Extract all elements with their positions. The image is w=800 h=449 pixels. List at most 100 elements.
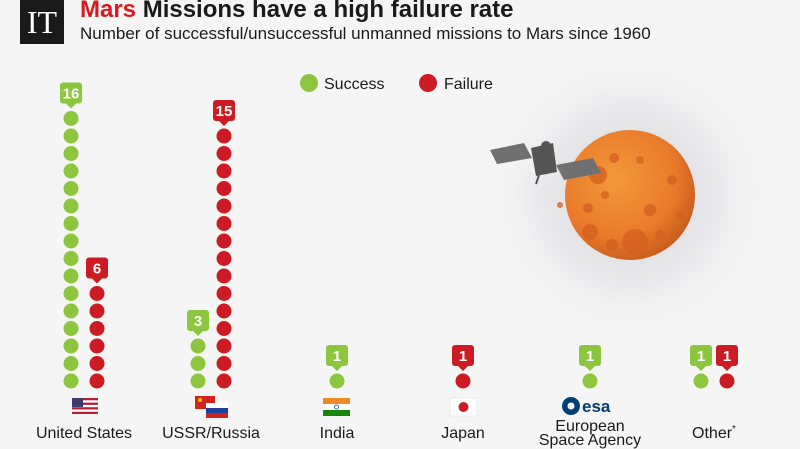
dot-japan-failure [455, 373, 471, 389]
category-labels: United States USSR/Russia India Japan Europe… [36, 418, 736, 449]
count-badge-european-space-agency-success [579, 345, 601, 371]
dot-ussr-russia-failure [216, 128, 232, 144]
dot-united-states-failure [89, 321, 105, 336]
dot-india-success [329, 373, 345, 389]
dot-united-states-success [63, 233, 79, 249]
dot-ussr-russia-failure [216, 233, 232, 249]
count-badge-japan-failure [452, 345, 474, 371]
dot-united-states-success [63, 338, 79, 354]
dot-column-india-success: 1 [326, 345, 348, 389]
count-label-european-space-agency-success: 1 [586, 348, 594, 365]
dot-united-states-failure [89, 356, 105, 371]
count-label-india-success: 1 [333, 348, 341, 365]
dot-united-states-success [63, 146, 79, 161]
legend-success-swatch [300, 74, 318, 92]
dot-united-states-success [63, 321, 79, 336]
count-label-united-states-success: 16 [63, 86, 80, 103]
japan-flag-icon [449, 397, 478, 417]
dot-column-united-states-success: 16 [60, 82, 82, 389]
dots-layer: 16 6 3 15 1 1 1 1 1 [60, 82, 738, 389]
dot-ussr-russia-failure [216, 268, 232, 284]
dot-ussr-russia-failure [216, 163, 232, 179]
dot-united-states-success [63, 268, 79, 284]
mars-planet [565, 130, 695, 260]
dot-column-other-success: 1 [690, 345, 712, 389]
dot-column-other-failure: 1 [716, 345, 738, 389]
dot-united-states-success [63, 128, 79, 144]
dot-united-states-success [63, 181, 79, 196]
title-rest: Missions have a high failure rate [136, 0, 514, 23]
dot-ussr-russia-success [190, 373, 206, 389]
dot-other-failure [719, 373, 735, 389]
dot-united-states-failure [89, 286, 105, 301]
esa-logo-text: esa [582, 397, 611, 416]
dot-ussr-russia-failure [216, 216, 232, 231]
dot-united-states-failure [89, 373, 105, 389]
count-label-other-failure: 1 [723, 348, 731, 365]
satellite-icon [490, 141, 601, 185]
count-badge-united-states-success [60, 82, 82, 109]
count-label-ussr-russia-failure: 15 [216, 103, 233, 120]
title-highlight: Mars [80, 0, 137, 23]
ussr-russia-flags-icon [195, 396, 228, 418]
category-label-india: India [320, 425, 355, 442]
dot-united-states-failure [89, 303, 105, 319]
dot-other-success [693, 373, 709, 389]
dot-ussr-russia-success [190, 338, 206, 354]
count-badge-india-success [326, 345, 348, 371]
dot-ussr-russia-failure [216, 181, 232, 196]
dot-united-states-success [63, 216, 79, 231]
legend: Success Failure [300, 74, 493, 93]
dot-united-states-success [63, 286, 79, 301]
dot-ussr-russia-failure [216, 356, 232, 371]
dot-ussr-russia-failure [216, 338, 232, 354]
category-label-other: Other* [692, 424, 736, 442]
category-label-european-space-agency: European Space Agency [539, 418, 641, 449]
chart-title: Mars Missions have a high failure rate [80, 0, 513, 24]
dot-united-states-success [63, 303, 79, 319]
dot-column-japan-failure: 1 [452, 345, 474, 389]
count-badge-ussr-russia-success [187, 310, 209, 336]
dot-united-states-success [63, 198, 79, 214]
count-badge-united-states-failure [86, 257, 108, 284]
dot-column-ussr-russia-failure: 15 [213, 100, 235, 389]
dot-united-states-success [63, 111, 79, 126]
dot-ussr-russia-failure [216, 286, 232, 301]
legend-failure-label: Failure [444, 76, 493, 93]
dot-column-ussr-russia-success: 3 [187, 310, 209, 389]
dot-ussr-russia-failure [216, 373, 232, 389]
count-label-other-success: 1 [697, 348, 705, 365]
dot-ussr-russia-failure [216, 251, 232, 266]
count-badge-other-success [690, 345, 712, 371]
count-label-ussr-russia-success: 3 [194, 313, 202, 330]
dot-european-space-agency-success [582, 373, 598, 389]
dot-united-states-failure [89, 338, 105, 354]
dot-ussr-russia-failure [216, 146, 232, 161]
count-badge-other-failure [716, 345, 738, 371]
dot-united-states-success [63, 163, 79, 179]
mars-illustration [480, 45, 780, 345]
dot-column-united-states-failure: 6 [86, 257, 108, 389]
legend-failure-swatch [419, 74, 437, 92]
dot-united-states-success [63, 356, 79, 371]
dot-ussr-russia-success [190, 356, 206, 371]
dot-ussr-russia-failure [216, 303, 232, 319]
chart-subtitle: Number of successful/unsuccessful unmann… [80, 24, 651, 43]
dot-column-european-space-agency-success: 1 [579, 345, 601, 389]
dot-united-states-success [63, 251, 79, 266]
publication-logo: IT [20, 0, 64, 44]
esa-logo-icon: esa [562, 397, 611, 416]
india-flag-icon [323, 398, 350, 416]
header: IT Mars Missions have a high failure rat… [0, 0, 800, 50]
count-badge-ussr-russia-failure [213, 100, 235, 126]
category-label-ussr-russia: USSR/Russia [162, 425, 260, 442]
us-flag-icon [72, 398, 98, 414]
count-label-united-states-failure: 6 [93, 261, 101, 278]
dot-ussr-russia-failure [216, 198, 232, 214]
legend-success-label: Success [324, 76, 384, 93]
count-label-japan-failure: 1 [459, 348, 467, 365]
dot-united-states-success [63, 373, 79, 389]
category-label-japan: Japan [441, 425, 485, 442]
dot-ussr-russia-failure [216, 321, 232, 336]
